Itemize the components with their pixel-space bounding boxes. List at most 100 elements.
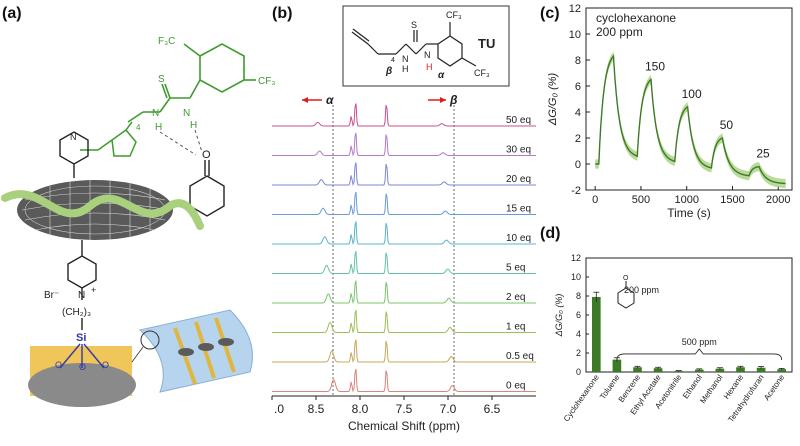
chart-d-carbonyl-o: O [623,275,629,282]
nmr-trace-label: 50 eq [506,115,531,126]
chart-d-y-tick-label: 8 [576,291,581,301]
chart-d-bar [756,367,766,372]
bromide-label: Br⁻ [44,290,59,301]
chart-d-bar [591,296,601,372]
pyridinium-ring [67,240,97,330]
nmr-x-tick-label: 6.5 [484,402,501,416]
nmr-x-tick-label: 7.0 [440,402,457,416]
thiourea-h-left-label: H [155,122,162,133]
chart-c-peak-label: 200 ppm [596,25,643,39]
tu-alpha-label: α [438,70,445,81]
methylene-count-label: 4 [136,123,141,132]
chart-d-bar [633,367,642,372]
chart-c-frame [585,7,793,191]
nmr-x-tick-label: 7.5 [396,402,413,416]
aryl-ring [127,43,256,123]
ketone-o-label: O [202,149,211,161]
flexible-device-sheet [138,309,253,393]
nmr-trace-label: 10 eq [506,233,531,244]
chart-c-peak-label: 25 [756,147,770,161]
thiourea-n-right-label: N [183,108,190,119]
chart-d-cyclohexanone-icon [617,287,635,309]
chart-d-y-tick-label: 4 [576,329,581,339]
nmr-trace-7 [272,309,536,334]
chart-d-bar [736,367,745,372]
chart-d-bar [715,368,725,372]
pyridine-top [59,131,89,178]
thiourea-h-right-label: H [190,120,197,131]
nmr-trace-8 [272,339,536,363]
nmr-trace-label: 2 eq [506,292,525,303]
chart-d-bar [777,369,787,372]
chart-c-y-tick-label: 10 [569,29,581,41]
triazole-ring [80,121,137,157]
nmr-trace-label: 0 eq [506,381,525,392]
nmr-trace-label: 20 eq [506,174,531,185]
nmr-trace-0 [272,103,536,127]
chart-c-y-tick-label: -2 [571,185,581,197]
sensor-spots [178,338,234,356]
panel-a-label: (a) [2,5,22,22]
cyclohexanone-ring [189,160,225,217]
tu-n2-label: N [424,50,431,60]
chart-c-peak-label: 100 [682,87,702,101]
svg-text:α: α [326,93,334,107]
chart-c-x-tick-label: 1000 [674,194,698,206]
chart-c-y-tick-label: 2 [575,133,581,145]
thiourea-n-left-label: N [152,108,159,119]
tu-s-label: S [411,20,417,30]
tu-chain-count: 4 [391,57,395,64]
nmr-trace-label: 30 eq [506,145,531,156]
chart-d-bar [694,369,704,372]
chart-d-annotation-500: 500 ppm [682,337,717,347]
pyridine-top-n: N [70,132,77,142]
nmr-x-tick-label: 8.5 [308,402,325,416]
oxygen-left: O [55,360,62,370]
nmr-trace-label: 0.5 eq [506,351,534,362]
nmr-trace-6 [272,280,536,304]
chart-c-peak-label: 50 [720,118,734,132]
nmr-trace-label: 5 eq [506,263,525,274]
chart-c-x-tick-label: 2000 [766,194,790,206]
panel-a-schematic: F₃C CF₃ S N N H H 4 O N [1,36,275,407]
tu-h1-label: H [402,64,409,74]
chart-c-x-tick-label: 1500 [720,194,744,206]
chart-c-x-tick-label: 0 [592,194,598,206]
nmr-trace-1 [272,132,536,157]
nmr-trace-5 [272,250,536,275]
chart-d-category-label: Cyclohexanone [562,373,601,424]
cf3-top-label: F₃C [158,36,175,47]
panel-d-label: (d) [540,225,560,242]
chart-d-y-tick-label: 12 [571,253,581,263]
silane-bonds [59,343,105,369]
chart-d-frame [585,257,793,373]
nmr-trace-2 [272,162,536,186]
chart-d-y-tick-label: 0 [576,367,581,377]
oxygen-right: O [102,360,109,370]
nmr-trace-labels: 50 eq 30 eq 20 eq 15 eq 10 eq 5 eq 2 eq 1 eq 0.5… [506,115,534,392]
chart-c-y-tick-label: 0 [575,159,581,171]
chart-c-y-tick-label: 8 [575,55,581,67]
pyridinium-charge-label: + [91,285,96,295]
zoom-circle [140,330,160,350]
pyridinium-n-label: N [78,290,85,301]
chart-d-bracket [616,348,783,360]
tu-compound-label: TU [478,36,495,51]
silica-disk [28,363,136,407]
chart-d-category-label: Acetone [762,373,787,403]
chart-c-x-label: Time (s) [667,206,711,220]
panel-b-nmr: S N N H H CF₃ CF₃ β α 4 TU α β 50 eq 30 e… [271,5,536,433]
chart-d-y-tick-label: 10 [571,272,581,282]
nmr-trace-4 [272,221,536,245]
chart-d-y-tick-label: 6 [576,310,581,320]
tu-beta-label: β [385,66,392,77]
nmr-x-label: Chemical Shift (ppm) [348,419,460,433]
thiourea-s-label: S [158,74,165,85]
carbon-nanotube [17,180,173,240]
chart-c-y-label: ΔG/G₀ (%) [547,72,559,126]
polymer-wrap [1,190,204,230]
zoom-line [131,346,144,363]
beta-marker: β [428,93,458,107]
